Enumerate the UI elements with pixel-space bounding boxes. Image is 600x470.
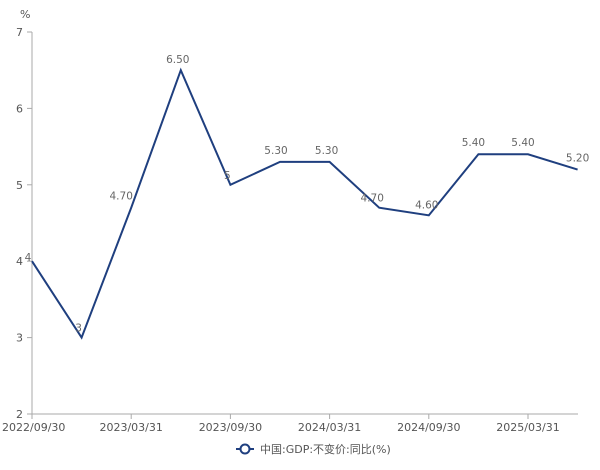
- x-tick-label: 2024/09/30: [397, 421, 460, 434]
- x-tick-label: 2024/03/31: [298, 421, 361, 434]
- data-label: 5.40: [511, 137, 534, 149]
- y-tick-label: 6: [16, 102, 23, 115]
- y-axis: 2 3 4 5 6 7: [16, 26, 33, 421]
- y-tick-label: 2: [16, 408, 23, 421]
- data-label: 5.20: [566, 153, 589, 165]
- series-line: [31, 67, 578, 340]
- series-layer: [31, 67, 578, 340]
- x-tick-label: 2025/03/31: [496, 421, 559, 434]
- x-tick-label: 2023/09/30: [199, 421, 262, 434]
- data-labels: 4 3 4.70 6.50 5 5.30 5.30 4.70 4.60 5.40 5.40 5.20: [25, 54, 590, 334]
- legend[interactable]: 中国:GDP:不变价:同比(%): [236, 442, 391, 456]
- data-label: 5.30: [264, 145, 287, 157]
- y-tick-label: 4: [16, 255, 23, 268]
- data-label: 4.60: [415, 199, 438, 211]
- x-tick-label: 2023/03/31: [99, 421, 162, 434]
- data-label: 4: [25, 252, 32, 264]
- data-label: 5: [224, 170, 231, 182]
- data-label: 5.30: [315, 145, 338, 157]
- y-axis-unit-label: %: [20, 8, 30, 21]
- legend-circle-marker: [239, 443, 251, 455]
- x-axis: 2022/09/30 2023/03/31 2023/09/30 2024/03/31…: [2, 413, 578, 434]
- data-label: 4.70: [110, 191, 133, 203]
- legend-series-name: 中国:GDP:不变价:同比(%): [260, 442, 391, 456]
- data-label: 3: [75, 323, 82, 335]
- data-label: 5.40: [462, 137, 485, 149]
- data-label: 6.50: [166, 54, 189, 66]
- y-tick-label: 5: [16, 179, 23, 192]
- x-tick-label: 2022/09/30: [2, 421, 65, 434]
- data-label: 4.70: [361, 193, 384, 205]
- y-tick-label: 3: [16, 332, 23, 345]
- y-tick-label: 7: [16, 26, 23, 39]
